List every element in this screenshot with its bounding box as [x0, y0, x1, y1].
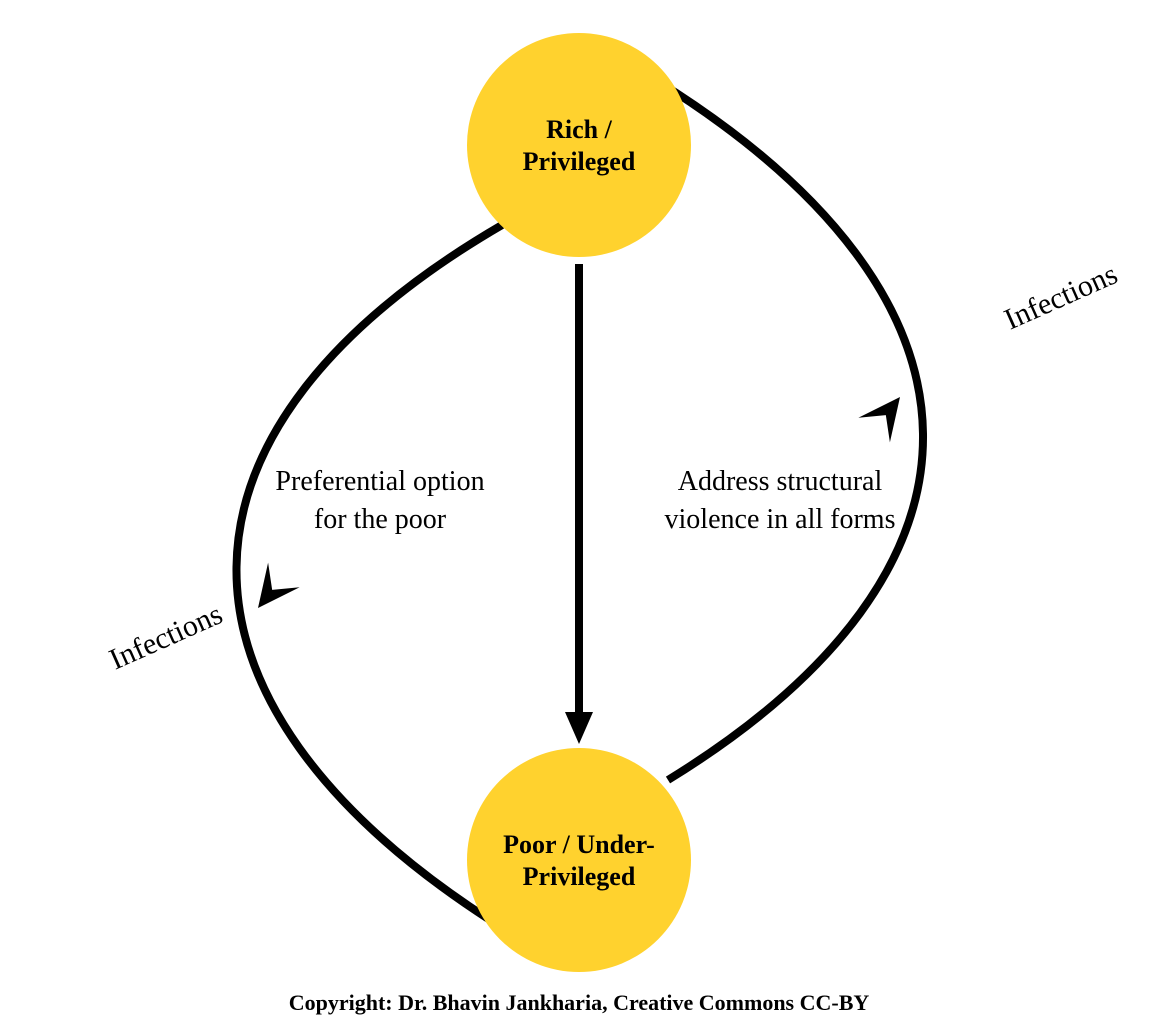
infections-left-label: Infections	[104, 597, 227, 676]
right-arc-edge	[656, 80, 923, 780]
poor-node	[467, 748, 691, 972]
infections-right-label: Infections	[999, 257, 1122, 336]
right-arc-arrowhead	[858, 385, 915, 443]
left-arc-arrowhead	[242, 563, 299, 621]
rich-node	[467, 33, 691, 257]
poor-node-label-2: Privileged	[523, 862, 636, 891]
right-center-label-1: Address structural	[678, 466, 883, 497]
center-arrow-head	[565, 712, 593, 744]
cycle-diagram: Rich / Privileged Poor / Under- Privileg…	[0, 0, 1159, 1036]
poor-node-label-1: Poor / Under-	[503, 830, 655, 859]
left-arc-edge	[236, 225, 502, 920]
copyright-text: Copyright: Dr. Bhavin Jankharia, Creativ…	[289, 990, 870, 1015]
rich-node-label-1: Rich /	[546, 115, 613, 144]
right-center-label-2: violence in all forms	[665, 504, 896, 535]
rich-node-label-2: Privileged	[523, 147, 636, 176]
left-center-label-1: Preferential option	[275, 466, 484, 497]
left-center-label-2: for the poor	[314, 504, 447, 535]
